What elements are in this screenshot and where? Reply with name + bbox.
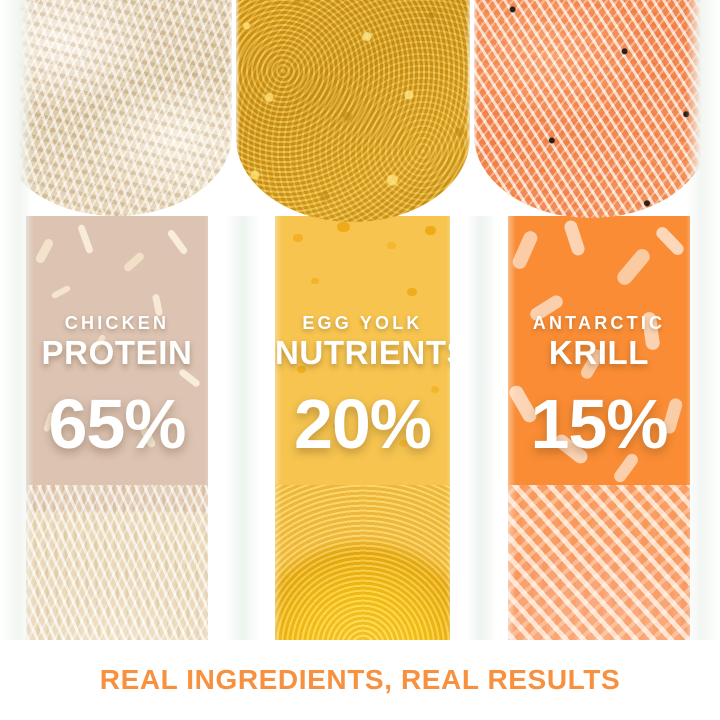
egg-yolk-headline: NUTRIENTS [275, 334, 450, 371]
chicken-percent: 65% [48, 384, 186, 463]
footer-tagline: REAL INGREDIENTS, REAL RESULTS [99, 664, 621, 695]
yolk-granule [311, 278, 319, 284]
egg-yolk-mound-photo [275, 485, 450, 640]
krill-hero-texture [474, 0, 708, 218]
gap-vignette-2 [446, 216, 516, 640]
yolk-granule [297, 366, 306, 373]
egg-yolk-hero-texture [236, 0, 470, 222]
krill-hero-photo [474, 0, 708, 218]
chicken-pile-texture [26, 485, 208, 640]
shredded-chicken-hero-photo [0, 0, 232, 216]
chicken-headline: PROTEIN [41, 334, 193, 371]
egg-yolk-text-block: EGG YOLK NUTRIENTS 20% [275, 314, 450, 459]
egg-yolk-hero-photo [236, 0, 470, 222]
krill-percent: 15% [530, 384, 668, 463]
yolk-granule [337, 222, 350, 232]
shredded-chicken-hero-texture [0, 0, 232, 216]
egg-yolk-percent: 20% [293, 384, 432, 463]
krill-text-block: ANTARCTIC KRILL 15% [508, 314, 690, 459]
egg-yolk-mound-texture [275, 485, 450, 640]
yolk-granule [359, 320, 366, 326]
chicken-text-block: CHICKEN PROTEIN 65% [26, 314, 208, 459]
yolk-granule [387, 242, 396, 249]
yolk-granule [399, 440, 407, 447]
yolk-granule [407, 288, 417, 296]
krill-headline: KRILL [548, 334, 650, 371]
ingredient-column-chicken: CHICKEN PROTEIN 65% [26, 216, 208, 640]
chicken-kicker: CHICKEN [64, 313, 170, 333]
egg-yolk-kicker: EGG YOLK [302, 313, 423, 333]
gap-vignette-1 [204, 216, 282, 640]
yolk-granule [425, 226, 436, 235]
chicken-pile-photo [26, 485, 208, 640]
krill-kicker: ANTARCTIC [532, 313, 666, 333]
footer-bar: REAL INGREDIENTS, REAL RESULTS [0, 640, 720, 720]
krill-pile-texture [508, 485, 690, 640]
krill-pile-photo [508, 485, 690, 640]
yolk-granule [431, 386, 439, 393]
yolk-granule [293, 234, 303, 242]
ingredient-column-krill: ANTARCTIC KRILL 15% [508, 216, 690, 640]
yolk-granule [333, 422, 343, 430]
ingredient-column-egg-yolk: EGG YOLK NUTRIENTS 20% [275, 216, 450, 640]
